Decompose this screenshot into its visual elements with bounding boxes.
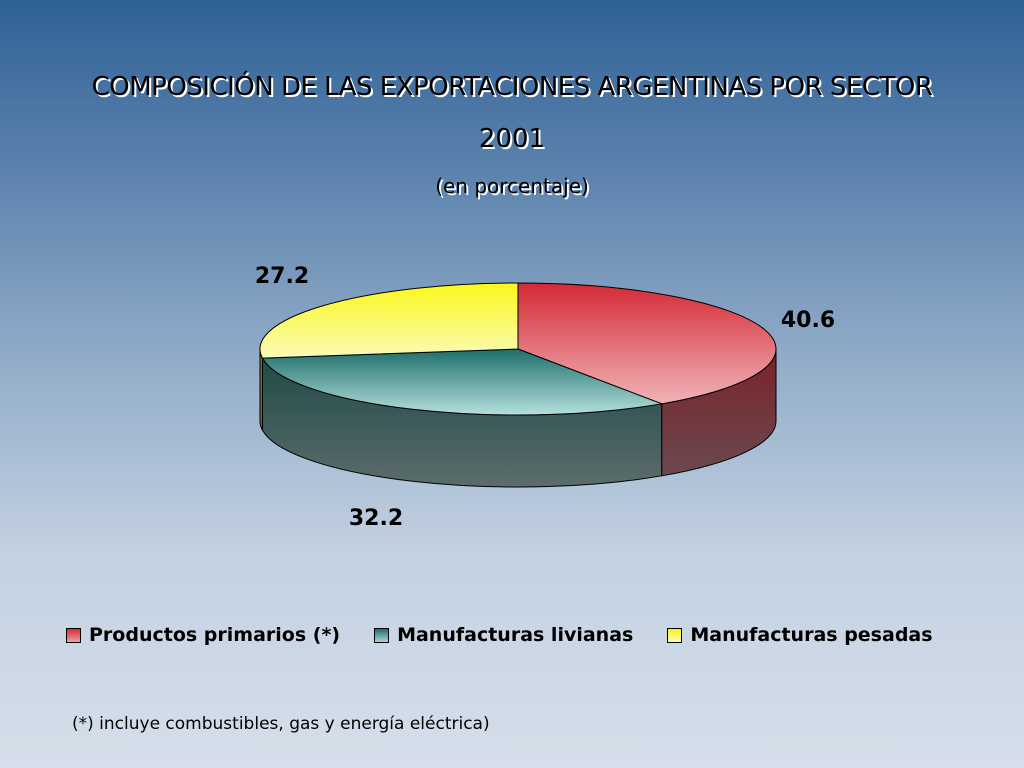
chart-title: COMPOSICIÓN DE LAS EXPORTACIONES ARGENTI… xyxy=(91,72,933,102)
pie-slice-primarios xyxy=(517,282,777,405)
pie-slice-livianas xyxy=(261,348,664,416)
legend-swatch-livianas xyxy=(374,627,390,643)
pie-chart: 40.6 32.2 27.2 xyxy=(255,264,835,531)
chart-subtitle: (en porcentaje) xyxy=(435,174,589,198)
legend-label-livianas: Manufacturas livianas xyxy=(397,624,634,646)
pie-side-pesadas xyxy=(259,348,263,431)
chart-year: 2001 xyxy=(478,124,546,154)
legend-item-primarios: Productos primarios (*) xyxy=(66,624,340,646)
legend: Productos primarios (*) Manufacturas liv… xyxy=(66,624,967,646)
pie-slice-pesadas xyxy=(259,282,519,359)
legend-item-pesadas: Manufacturas pesadas xyxy=(667,624,933,646)
legend-label-pesadas: Manufacturas pesadas xyxy=(690,624,933,646)
footnote: (*) incluye combustibles, gas y energía … xyxy=(72,714,490,734)
legend-item-livianas: Manufacturas livianas xyxy=(374,624,633,646)
legend-swatch-primarios xyxy=(66,627,81,643)
data-label-pesadas: 27.2 xyxy=(255,264,309,289)
data-label-livianas: 32.2 xyxy=(349,506,403,531)
legend-label-primarios: Productos primarios (*) xyxy=(89,624,341,646)
data-label-primarios: 40.6 xyxy=(781,308,835,333)
legend-swatch-pesadas xyxy=(667,627,683,643)
